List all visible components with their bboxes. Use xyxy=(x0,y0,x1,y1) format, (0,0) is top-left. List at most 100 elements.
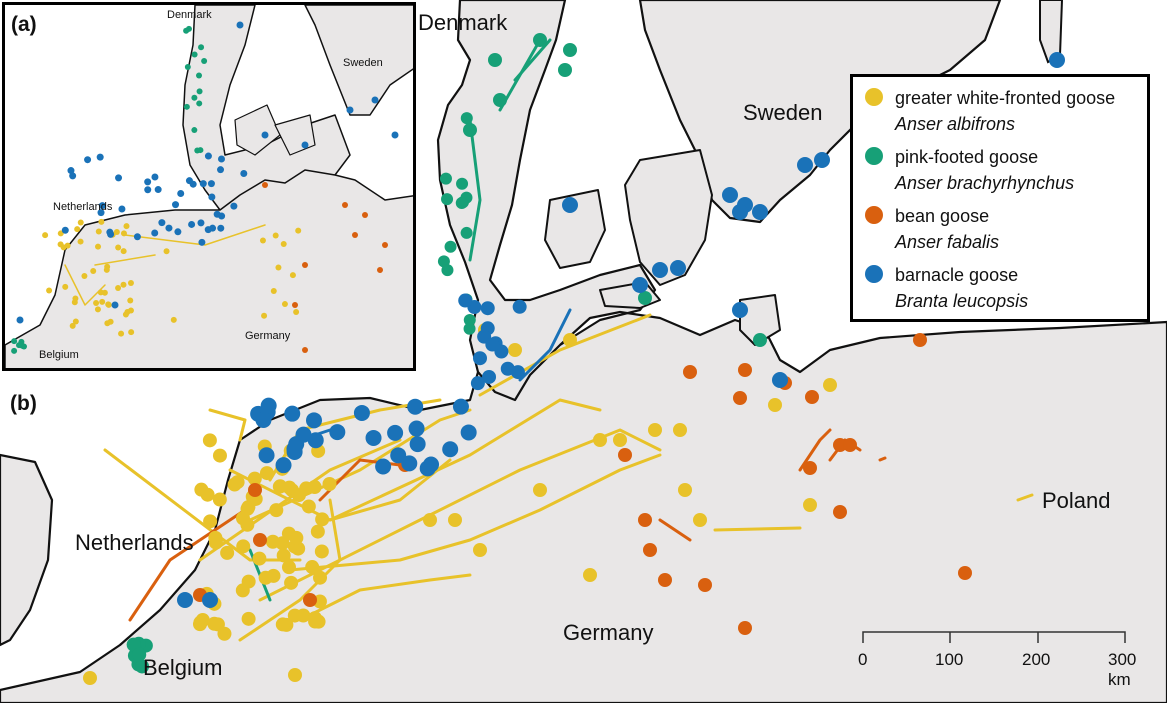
inset-point-green xyxy=(201,58,208,65)
inset-point-barnacle xyxy=(199,180,207,188)
legend-swatch xyxy=(865,206,883,224)
point-barnacle xyxy=(797,157,813,173)
point-white-fronted xyxy=(266,568,281,583)
legend-scientific-name: Anser albifrons xyxy=(895,114,1016,134)
point-bean xyxy=(698,578,712,592)
point-barnacle xyxy=(365,429,382,446)
point-bean xyxy=(843,438,857,452)
point-bean xyxy=(803,461,817,475)
inset-point-white-fronted xyxy=(170,316,177,323)
point-white-fronted xyxy=(284,575,299,590)
inset-point-white-fronted xyxy=(127,280,134,287)
point-white-fronted xyxy=(194,482,209,497)
inset-point-white-fronted xyxy=(275,264,282,271)
inset-point-white-fronted xyxy=(72,318,79,325)
point-barnacle xyxy=(732,204,748,220)
point-pink-footed xyxy=(455,197,468,210)
point-barnacle xyxy=(512,299,527,314)
inset-point-barnacle xyxy=(236,21,244,29)
point-white-fronted xyxy=(322,477,337,492)
inset-point-barnacle xyxy=(204,226,212,234)
point-white-fronted xyxy=(282,480,297,495)
land-rugen xyxy=(739,294,781,346)
point-bean xyxy=(643,543,657,557)
inset-point-white-fronted xyxy=(113,228,120,235)
inset-point-green xyxy=(198,44,205,51)
label-denmark: Denmark xyxy=(418,10,508,35)
point-barnacle xyxy=(442,441,459,458)
point-white-fronted xyxy=(235,511,250,526)
point-barnacle xyxy=(305,412,322,429)
point-barnacle xyxy=(284,405,301,422)
point-barnacle xyxy=(275,457,292,474)
point-pink-footed xyxy=(135,659,150,674)
inset-point-white-fronted xyxy=(261,312,268,319)
land-uk xyxy=(0,453,54,647)
inset-point-bean xyxy=(342,202,348,208)
point-pink-footed xyxy=(456,177,469,190)
inset-point-green xyxy=(191,127,198,134)
inset-point-white-fronted xyxy=(118,330,125,337)
point-white-fronted xyxy=(276,548,291,563)
legend-item-bean: bean goose Anser fabalis xyxy=(861,203,1139,255)
inset-point-barnacle xyxy=(188,220,196,228)
point-barnacle xyxy=(470,376,485,391)
point-barnacle xyxy=(407,398,424,415)
point-barnacle xyxy=(401,455,418,472)
inset-point-white-fronted xyxy=(81,273,88,280)
point-bean xyxy=(248,483,262,497)
point-barnacle xyxy=(387,424,404,441)
inset-point-barnacle xyxy=(115,174,123,182)
point-white-fronted xyxy=(83,671,97,685)
point-white-fronted xyxy=(678,483,692,497)
point-white-fronted xyxy=(803,498,817,512)
track-white-fronted xyxy=(713,526,802,532)
track-white-fronted xyxy=(1016,493,1034,502)
point-white-fronted xyxy=(241,611,256,626)
track-pink-footed xyxy=(513,38,552,82)
point-pink-footed xyxy=(463,322,476,335)
point-pink-footed xyxy=(441,193,454,206)
inset-point-bean xyxy=(262,182,268,188)
point-white-fronted xyxy=(217,626,232,641)
label-germany: Germany xyxy=(563,620,654,645)
inset-point-white-fronted xyxy=(104,320,111,327)
point-barnacle xyxy=(353,404,370,421)
point-white-fronted xyxy=(241,574,256,589)
legend-common-name: greater white-fronted goose xyxy=(895,88,1116,108)
point-white-fronted xyxy=(212,448,227,463)
inset-point-barnacle xyxy=(133,233,141,241)
inset-point-barnacle xyxy=(61,226,69,234)
point-white-fronted xyxy=(768,398,782,412)
label-poland: Poland xyxy=(1042,488,1111,513)
inset-point-white-fronted xyxy=(280,241,287,248)
inset-point-white-fronted xyxy=(127,297,134,304)
inset-point-white-fronted xyxy=(270,287,277,294)
inset-point-white-fronted xyxy=(46,287,53,294)
point-barnacle xyxy=(670,260,686,276)
point-barnacle xyxy=(1049,52,1065,68)
inset-point-bean xyxy=(377,267,383,273)
point-barnacle xyxy=(485,337,500,352)
point-bean xyxy=(913,333,927,347)
inset-track-white-fronted xyxy=(94,254,156,266)
track-white-fronted xyxy=(478,313,652,397)
inset-point-barnacle xyxy=(174,228,182,236)
inset-point-barnacle xyxy=(261,131,269,139)
legend-common-name: barnacle goose xyxy=(895,265,1019,285)
inset-point-green xyxy=(196,72,203,79)
inset-point-barnacle xyxy=(172,201,180,209)
inset-point-barnacle xyxy=(240,169,248,177)
point-white-fronted xyxy=(296,608,311,623)
point-barnacle xyxy=(375,458,392,475)
inset-point-white-fronted xyxy=(97,289,104,296)
point-white-fronted xyxy=(473,543,487,557)
panel-label-b: (b) xyxy=(10,392,37,415)
legend-swatch xyxy=(865,147,883,165)
inset-point-white-fronted xyxy=(64,242,71,249)
inset-map-a: (a) Denmark Sweden Netherlands Germany B… xyxy=(2,2,416,371)
inset-point-barnacle xyxy=(165,224,173,232)
inset-point-green xyxy=(196,88,203,95)
point-white-fronted xyxy=(259,466,274,481)
point-white-fronted xyxy=(673,423,687,437)
